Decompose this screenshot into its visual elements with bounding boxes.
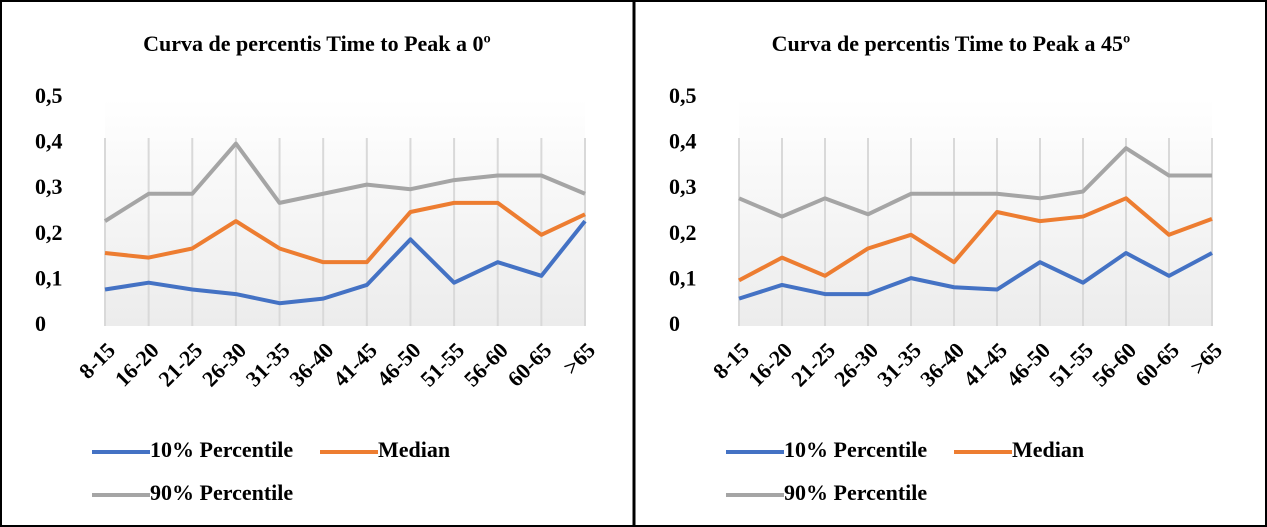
x-tick-label: 31-35 <box>241 337 295 391</box>
x-tick-label: 51-55 <box>415 337 469 391</box>
x-tick-label: 41-45 <box>958 337 1012 391</box>
x-tick-label: 16-20 <box>110 337 164 391</box>
y-tick-label: 0,2 <box>669 220 697 245</box>
y-tick-label: 0,1 <box>35 265 63 290</box>
y-tick-label: 0 <box>35 311 46 336</box>
x-tick-label: 60-65 <box>1130 337 1184 391</box>
x-tick-label: >65 <box>1185 337 1227 379</box>
y-tick-label: 0,1 <box>669 265 697 290</box>
x-tick-label: >65 <box>558 337 600 379</box>
y-tick-label: 0,5 <box>35 83 63 108</box>
x-tick-label: 36-40 <box>284 337 338 391</box>
x-tick-label: 21-25 <box>153 337 207 391</box>
series-line <box>104 200 586 265</box>
x-tick-label: 26-30 <box>829 337 883 391</box>
series-line <box>738 251 1213 301</box>
x-tick-label: 46-50 <box>372 337 426 391</box>
series-line <box>103 141 586 223</box>
x-tick-label: 41-45 <box>328 337 382 391</box>
x-tick-label: 26-30 <box>197 337 251 391</box>
x-tick-label: 36-40 <box>915 337 969 391</box>
y-tick-label: 0,5 <box>669 83 697 108</box>
x-tick-label: 16-20 <box>743 337 797 391</box>
y-tick-label: 0,3 <box>669 174 697 199</box>
y-tick-label: 0,4 <box>669 129 697 154</box>
legend-label: 10% Percentile <box>784 437 927 462</box>
y-tick-label: 0,2 <box>35 220 63 245</box>
y-tick-label: 0,4 <box>35 129 63 154</box>
series-line <box>738 146 1212 219</box>
x-tick-label: 60-65 <box>502 337 556 391</box>
series-line <box>738 196 1213 283</box>
legend-label: 90% Percentile <box>150 480 293 505</box>
y-tick-label: 0,3 <box>35 174 63 199</box>
x-tick-label: 21-25 <box>786 337 840 391</box>
y-tick-label: 0 <box>669 311 680 336</box>
chart-title: Curva de percentis Time to Peak a 45º <box>772 31 1131 56</box>
legend-label: Median <box>378 437 450 462</box>
legend-label: 90% Percentile <box>784 480 927 505</box>
x-tick-label: 56-60 <box>1087 337 1141 391</box>
x-tick-label: 46-50 <box>1001 337 1055 391</box>
x-tick-label: 56-60 <box>459 337 513 391</box>
x-tick-label: 31-35 <box>872 337 926 391</box>
x-tick-label: 51-55 <box>1044 337 1098 391</box>
chart-title: Curva de percentis Time to Peak a 0º <box>143 31 491 56</box>
series-line <box>104 219 587 306</box>
legend-label: 10% Percentile <box>150 437 293 462</box>
legend-label: Median <box>1012 437 1084 462</box>
